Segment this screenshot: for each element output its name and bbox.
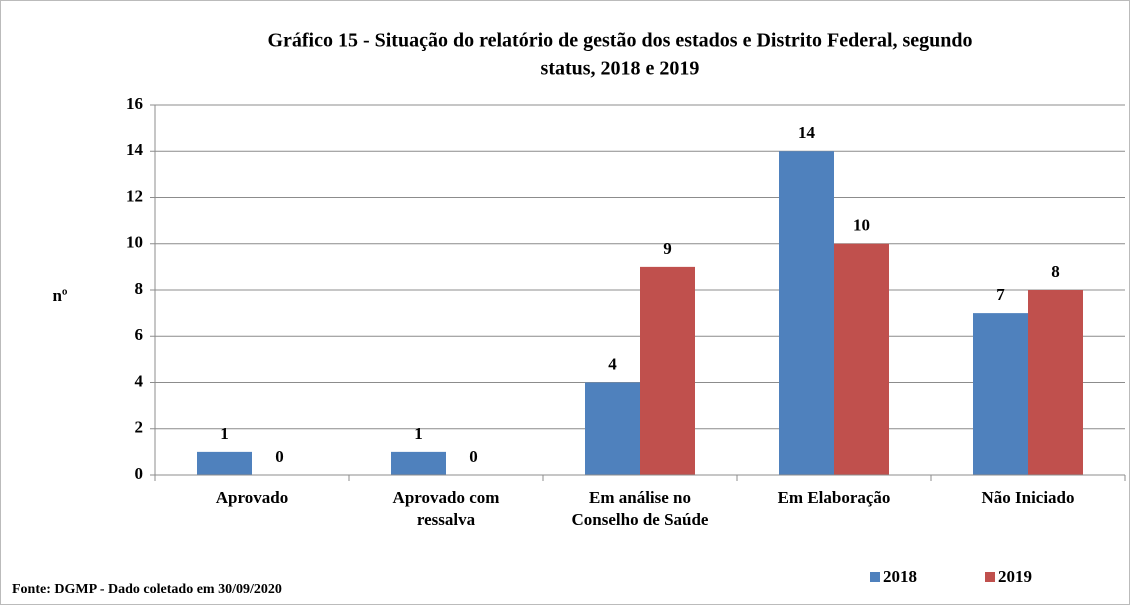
data-label: 1 (220, 424, 229, 443)
data-label: 1 (414, 424, 423, 443)
legend-swatch (870, 572, 880, 582)
data-label: 0 (469, 447, 478, 466)
chart-title: status, 2018 e 2019 (541, 58, 700, 80)
data-label: 7 (996, 285, 1005, 304)
y-tick-label: 16 (126, 94, 143, 113)
y-tick-label: 6 (135, 325, 144, 344)
y-tick-label: 0 (135, 464, 144, 483)
legend-swatch (985, 572, 995, 582)
bar (973, 313, 1028, 475)
data-label: 0 (275, 447, 284, 466)
y-tick-label: 8 (135, 279, 144, 298)
x-tick-label: Conselho de Saúde (572, 510, 709, 529)
y-tick-label: 12 (126, 186, 143, 205)
bar (779, 151, 834, 475)
bar (1028, 290, 1083, 475)
data-label: 14 (798, 123, 816, 142)
bar (197, 451, 252, 475)
y-tick-label: 14 (126, 140, 144, 159)
x-tick-label: Não Iniciado (981, 488, 1074, 507)
data-label: 10 (853, 216, 870, 235)
y-axis-label: nº (52, 286, 67, 305)
legend-label: 2019 (998, 567, 1032, 586)
source-note: Fonte: DGMP - Dado coletado em 30/09/202… (12, 582, 282, 597)
chart-title: Gráfico 15 - Situação do relatório de ge… (267, 30, 972, 52)
x-tick-label: Aprovado com (393, 488, 500, 507)
data-label: 8 (1051, 262, 1060, 281)
bar (585, 382, 640, 475)
y-tick-label: 4 (135, 371, 144, 390)
data-label: 4 (608, 354, 617, 373)
x-tick-label: ressalva (417, 510, 476, 529)
x-tick-label: Aprovado (216, 488, 288, 507)
bar (834, 243, 889, 475)
data-label: 9 (663, 239, 672, 258)
x-tick-label: Em análise no (589, 488, 691, 507)
bar (391, 451, 446, 475)
bar (640, 266, 695, 475)
x-tick-label: Em Elaboração (778, 488, 891, 507)
y-tick-label: 2 (135, 418, 144, 437)
y-tick-label: 10 (126, 233, 143, 252)
legend-label: 2018 (883, 567, 917, 586)
